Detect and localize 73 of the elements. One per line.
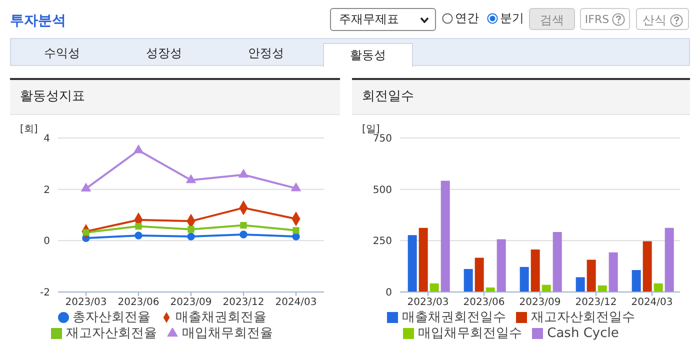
y-tick-label: 500 <box>372 184 392 196</box>
legend-label: 매입채무회전율 <box>182 326 273 341</box>
bar <box>632 270 641 292</box>
bar <box>664 228 674 292</box>
x-tick-label: 2023/12 <box>222 297 264 308</box>
point <box>81 183 91 192</box>
point <box>292 232 300 240</box>
point <box>188 226 194 233</box>
bar <box>418 228 428 292</box>
bar <box>464 269 473 292</box>
bar <box>408 235 417 292</box>
bar <box>586 260 596 292</box>
legend-label: Cash Cycle <box>547 326 619 341</box>
y-tick-label: 250 <box>372 236 392 248</box>
text: 분기 <box>500 10 524 27</box>
bar <box>576 277 585 292</box>
x-tick-label: 2024/03 <box>631 297 673 308</box>
text: 활동성 <box>323 43 413 67</box>
y-tick-label: 0 <box>44 236 50 248</box>
y-tick-label: 4 <box>44 134 50 145</box>
text: 검색 <box>529 8 575 30</box>
text: 연간 <box>455 10 479 27</box>
text: IFRS <box>580 8 630 30</box>
point <box>134 232 142 240</box>
y-tick-label: -2 <box>40 288 50 299</box>
x-tick-label: 2023/09 <box>170 297 212 308</box>
x-tick-label: 2023/03 <box>65 297 107 308</box>
legend-label: 매입채무회전일수 <box>418 326 522 341</box>
y-tick-label: 750 <box>372 134 392 145</box>
y-tick-label: 0 <box>386 288 392 299</box>
x-tick-label: 2023/06 <box>118 297 160 308</box>
text: 안정성 <box>247 45 285 62</box>
point <box>134 144 144 154</box>
text: 성장성 <box>145 45 183 62</box>
point <box>186 174 196 184</box>
legend-label: 재고자산회전율 <box>66 326 157 341</box>
point <box>291 182 301 192</box>
bar <box>530 249 540 292</box>
bar <box>642 241 652 292</box>
bar <box>542 284 551 292</box>
bar <box>496 239 506 292</box>
chart-title: 회전일수 <box>352 80 690 115</box>
dropdown-field: 주재무제표 <box>330 8 436 31</box>
legend-label: 매출채권회전율 <box>176 310 266 325</box>
bar <box>608 252 618 292</box>
point <box>292 227 300 234</box>
y-axis-title: [회] <box>20 123 38 136</box>
x-tick-label: 2023/09 <box>519 297 561 308</box>
point <box>238 169 248 178</box>
bar <box>440 180 450 292</box>
bar <box>598 285 607 292</box>
bar <box>552 232 562 292</box>
x-tick-label: 2024/03 <box>275 297 317 308</box>
bar <box>430 283 439 292</box>
bar <box>474 258 484 292</box>
point <box>135 222 142 230</box>
x-tick-label: 2023/03 <box>407 297 449 308</box>
bar <box>654 283 663 292</box>
point <box>240 222 247 229</box>
legend-label: 매출채권회전일수 <box>402 310 506 325</box>
bar <box>520 266 529 292</box>
text: 산식 <box>636 8 689 30</box>
text: 수익성 <box>43 45 81 62</box>
x-tick-label: 2023/06 <box>463 297 505 308</box>
chart-title: 활동성지표 <box>10 80 340 115</box>
legend-label: 재고자산회전일수 <box>531 310 635 325</box>
y-tick-label: 2 <box>44 184 50 196</box>
y-axis-title: [일] <box>362 123 380 135</box>
x-tick-label: 2023/12 <box>575 297 617 308</box>
text: 투자분석 <box>10 12 66 30</box>
legend-label: 총자산회전율 <box>72 310 150 325</box>
point <box>240 230 248 238</box>
point <box>187 232 195 240</box>
